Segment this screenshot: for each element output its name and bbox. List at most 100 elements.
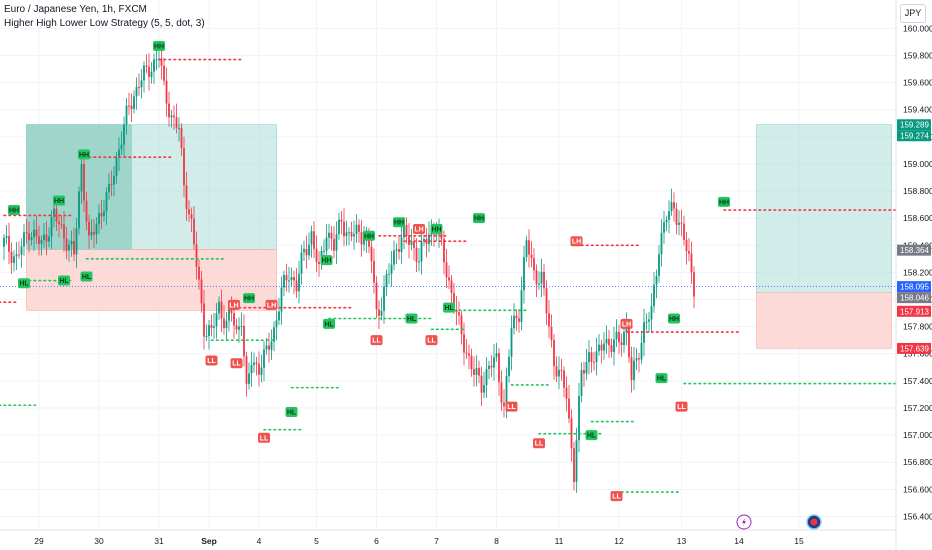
candle-body (363, 239, 365, 245)
candle-body (525, 240, 528, 258)
candle-body (323, 250, 325, 252)
pivot-badge-ll[interactable]: LL (425, 335, 438, 346)
candle-body (155, 59, 158, 61)
pivot-badge-hl[interactable]: HL (18, 278, 30, 289)
price-tag-bg (897, 119, 931, 131)
pivot-badge-hh[interactable]: HH (363, 230, 375, 241)
lightning-glyph (742, 518, 746, 526)
candle-body (468, 353, 470, 356)
pivot-badge-hl[interactable]: HL (585, 430, 598, 441)
pivot-levels (0, 58, 896, 493)
pivot-badge-hh[interactable]: HH (473, 213, 485, 224)
pivot-badge-bg (585, 430, 598, 441)
time-tick-label: 4 (257, 536, 262, 546)
stop-zone[interactable] (756, 292, 892, 349)
price-axis[interactable] (896, 0, 932, 550)
candle-body (330, 232, 333, 239)
pivot-badge-hl[interactable]: HL (80, 271, 93, 282)
candle-body (580, 370, 583, 396)
pivot-badge-hl[interactable]: HL (285, 407, 298, 418)
price-tag[interactable]: 158.095 (897, 281, 931, 293)
pivot-badge-hh[interactable]: HH (320, 255, 333, 266)
price-tag[interactable]: 158.364 (897, 244, 931, 256)
candle-body (30, 237, 33, 240)
pivot-badge-hl[interactable]: HL (655, 373, 668, 384)
pivot-badge-ll[interactable]: LL (610, 491, 623, 502)
pivot-badge-hh[interactable]: HH (78, 149, 90, 160)
candle-body (425, 239, 428, 244)
pivot-badge-lh[interactable]: LH (620, 318, 633, 329)
pivot-badge-ll[interactable]: LL (675, 401, 688, 412)
candle-body (603, 343, 605, 351)
candle-body (568, 398, 570, 419)
price-tick-label: 159.800 (903, 50, 932, 60)
candle-body (243, 325, 245, 357)
pivot-badge-hh[interactable]: HH (8, 205, 20, 216)
symbol-title[interactable]: Euro / Japanese Yen, 1h, FXCM (4, 4, 147, 15)
time-tick-label: 31 (154, 536, 164, 546)
pivot-badge-lh[interactable]: LH (570, 236, 583, 247)
price-tag[interactable]: 159.274 (897, 130, 931, 142)
candle-body (493, 357, 495, 368)
pivot-badge-hh[interactable]: HH (718, 196, 730, 207)
candle-body (90, 231, 93, 236)
pivot-badge-hh[interactable]: HH (430, 224, 443, 235)
candle-body (505, 376, 508, 407)
candle-body (528, 240, 530, 255)
indicator-title[interactable]: Higher High Lower Low Strategy (5, 5, do… (4, 18, 205, 29)
pivot-badge-hh[interactable]: HH (53, 195, 65, 206)
candle-body (135, 86, 138, 97)
pivot-badge-bg (228, 299, 240, 310)
pivot-badge-ll[interactable]: LL (505, 401, 518, 412)
candle-body (63, 224, 65, 239)
candle-body (168, 103, 170, 118)
pivot-badge-bg (8, 205, 20, 216)
pivot-badge-hh[interactable]: HH (153, 40, 165, 51)
pivot-badge-hl[interactable]: HL (443, 302, 455, 313)
candle-body (110, 183, 113, 185)
price-tag[interactable]: 157.913 (897, 305, 931, 317)
pivot-badge-ll[interactable]: LL (230, 358, 243, 369)
pivot-badge-bg (443, 302, 455, 313)
pivot-badge-ll[interactable]: LL (533, 438, 545, 449)
candle-body (48, 236, 50, 242)
pivot-badge-hl[interactable]: HL (323, 318, 335, 329)
pivot-badge-ll[interactable]: LL (258, 432, 270, 443)
candle-body (40, 240, 43, 244)
target-zone[interactable] (756, 124, 892, 293)
candle-body (543, 271, 545, 289)
candle-body (145, 65, 148, 67)
candle-body (195, 244, 198, 267)
price-tick-label: 158.800 (903, 186, 932, 196)
pivot-badge-hl[interactable]: HL (58, 275, 70, 286)
candle-body (333, 238, 335, 251)
pivot-badge-lh[interactable]: LH (228, 299, 240, 310)
price-tag[interactable]: 157.639 (897, 342, 931, 354)
candle-body (540, 271, 543, 284)
candle-body (253, 362, 255, 366)
price-tag[interactable]: 159.289 (897, 119, 931, 131)
candle-body (200, 279, 203, 304)
pivot-badge-label: HH (154, 43, 164, 50)
candle-body (28, 233, 30, 240)
candle-body (163, 65, 165, 81)
pivot-badge-hl[interactable]: HL (405, 313, 418, 324)
pivot-badge-hh[interactable]: HH (668, 313, 680, 324)
price-tag[interactable]: 158.046 (897, 292, 931, 304)
pivot-badge-ll[interactable]: LL (370, 335, 383, 346)
candle-body (223, 318, 225, 329)
pivot-badge-ll[interactable]: LL (205, 355, 218, 366)
candle-body (685, 239, 688, 252)
pivot-badge-hh[interactable]: HH (243, 293, 255, 304)
plot-area[interactable]: HH HH HH HH LH HH LH HH HH HH LH HH HH LH LH HH HH HL HL HL… (0, 0, 904, 530)
pivot-badge-hh[interactable]: HH (393, 217, 405, 228)
candle-body (585, 362, 588, 374)
currency-label[interactable]: JPY (900, 4, 926, 23)
candle-body (125, 105, 128, 125)
candle-body (300, 252, 303, 274)
pivot-badge-lh[interactable]: LH (413, 224, 425, 235)
candle-body (440, 231, 443, 240)
pivot-badge-lh[interactable]: LH (265, 299, 278, 310)
pivot-badge-bg (675, 401, 688, 412)
